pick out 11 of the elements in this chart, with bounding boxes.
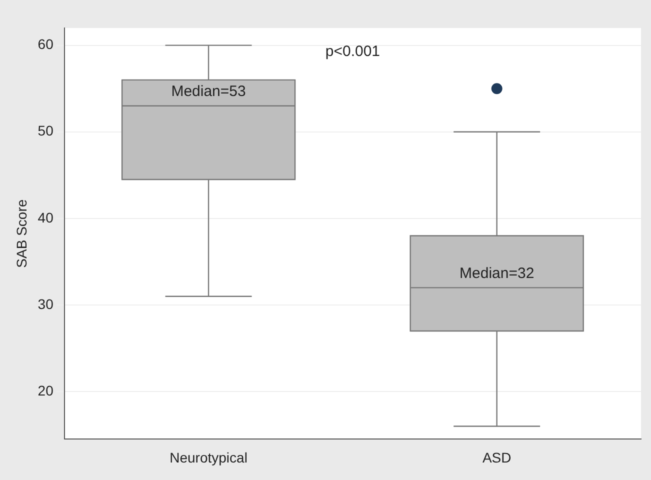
y-tick-label: 50 [38,122,54,139]
annotation: Median=32 [460,264,534,282]
y-tick-label: 40 [38,209,54,226]
y-axis-title: SAB Score [13,199,30,268]
annotation: Median=53 [171,83,246,100]
x-tick-label: Neurotypical [170,449,248,466]
y-tick-label: 30 [38,296,54,312]
y-tick-label: 20 [38,382,54,398]
y-tick-label: 60 [38,36,54,52]
x-tick-label: ASD [482,449,512,466]
annotation: p<0.001 [325,43,380,60]
